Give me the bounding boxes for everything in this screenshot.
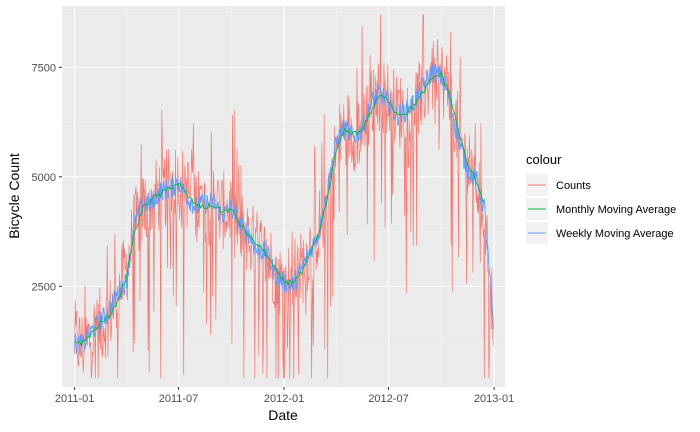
x-axis-title: Date — [268, 407, 298, 423]
series-line-weekly-moving-average — [74, 63, 494, 356]
y-tick-label: 7500 — [32, 62, 56, 74]
series-layer — [74, 14, 494, 379]
x-tick-label: 2012-07 — [368, 393, 408, 405]
legend-item-weekly-moving-average: Weekly Moving Average — [526, 222, 674, 244]
x-axis: 2011-01 2011-07 2012-01 2012-07 2013-01 — [55, 387, 514, 405]
legend-item-counts: Counts — [526, 174, 591, 196]
series-line-counts — [74, 14, 494, 379]
y-tick-label: 2500 — [32, 281, 56, 293]
legend-item-monthly-moving-average: Monthly Moving Average — [526, 198, 676, 220]
x-tick-label: 2013-01 — [474, 393, 514, 405]
y-axis-title: Bicycle Count — [6, 153, 22, 239]
legend-label-weekly-moving-average: Weekly Moving Average — [556, 228, 674, 240]
y-tick-label: 5000 — [32, 172, 56, 184]
legend-label-counts: Counts — [556, 180, 591, 192]
x-tick-label: 2012-01 — [264, 393, 304, 405]
y-axis: 2500 5000 7500 — [32, 62, 62, 293]
legend-label-monthly-moving-average: Monthly Moving Average — [556, 204, 676, 216]
x-tick-label: 2011-07 — [159, 393, 199, 405]
series-line-monthly-moving-average — [74, 70, 485, 347]
x-tick-label: 2011-01 — [55, 393, 95, 405]
legend: colour Counts Monthly Moving Average Wee… — [526, 152, 676, 244]
legend-title: colour — [526, 152, 562, 167]
